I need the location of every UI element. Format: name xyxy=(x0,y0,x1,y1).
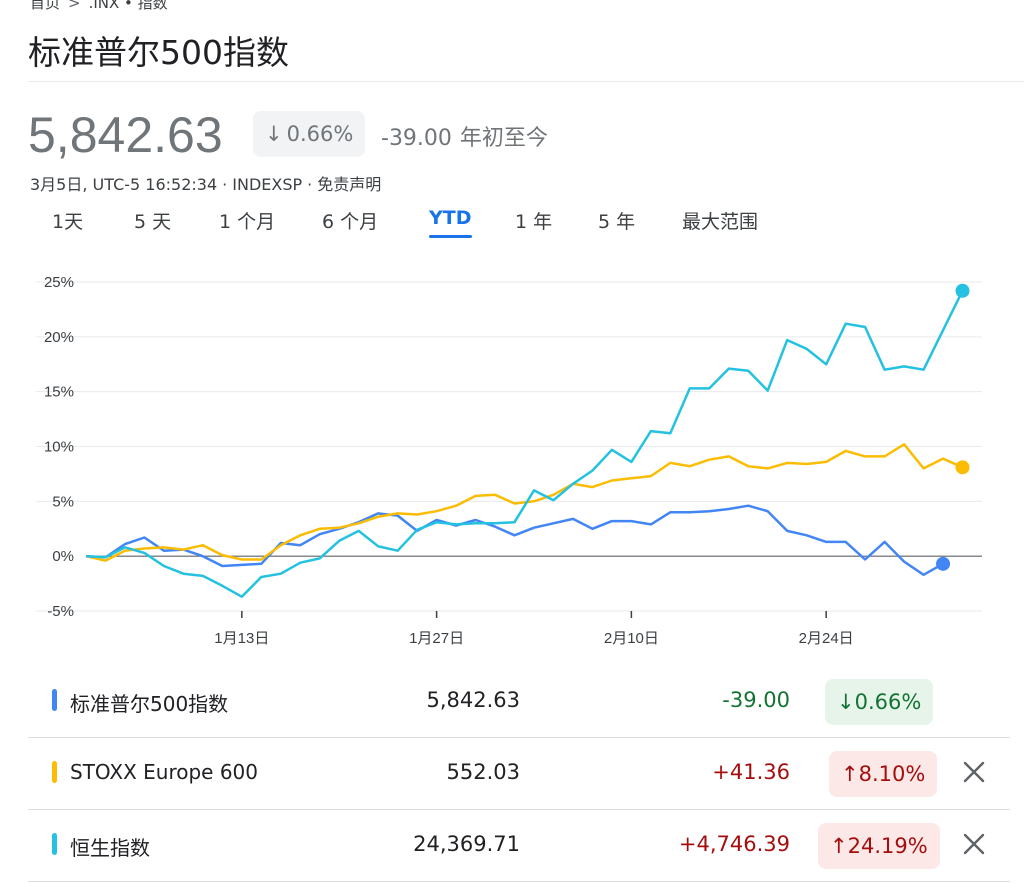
page-title: 标准普尔500指数 xyxy=(28,33,289,72)
series-endpoint xyxy=(936,556,951,571)
series-line-hsi xyxy=(85,290,964,598)
series-percent: 24.19% xyxy=(847,834,928,858)
series-percent-badge: ↑ 24.19% xyxy=(818,823,940,869)
tab-label: 最大范围 xyxy=(682,211,759,233)
tab-underline xyxy=(429,235,472,238)
close-icon[interactable] xyxy=(958,828,990,860)
tab-label: 1 年 xyxy=(515,211,553,233)
series-endpoint xyxy=(955,283,970,298)
quote-timestamp: 3月5日, UTC-5 16:52:34 xyxy=(30,175,218,194)
legend-row-hsi[interactable]: 恒生指数 24,369.71 +4,746.39 ↑ 24.19% xyxy=(28,810,1010,882)
breadcrumb: 首页 > .INX • 指数 xyxy=(30,0,168,13)
change-absolute: -39.00 xyxy=(381,126,452,151)
arrow-up-icon: ↑ xyxy=(830,834,848,858)
change-period: 年初至今 xyxy=(459,126,548,151)
series-swatch xyxy=(52,689,57,711)
series-swatch xyxy=(52,833,57,855)
close-icon[interactable] xyxy=(958,756,990,788)
tab-label: 5 年 xyxy=(598,211,636,233)
series-swatch xyxy=(52,761,57,783)
series-percent: 8.10% xyxy=(858,762,926,786)
tab-max[interactable]: 最大范围 xyxy=(682,207,758,234)
divider xyxy=(28,81,1024,82)
tab-label: YTD xyxy=(429,207,472,229)
tab-label: 5 天 xyxy=(134,211,172,233)
y-tick-label: 5% xyxy=(52,493,74,510)
comparison-chart[interactable]: -5% 0% 5% 10% 15% 20% 25% 1月13日 1月27日 2月10日 2月24日 xyxy=(0,262,1024,662)
series-value: 552.03 xyxy=(446,760,520,784)
breadcrumb-home[interactable]: 首页 xyxy=(30,0,61,12)
y-tick-label: -5% xyxy=(47,603,74,620)
change-summary: -39.00 年初至今 xyxy=(381,120,548,152)
series-percent-badge: ↓ 0.66% xyxy=(825,679,934,725)
arrow-down-icon: ↓ xyxy=(837,690,855,714)
tab-label: 1 个月 xyxy=(219,211,276,233)
tab-label: 6 个月 xyxy=(322,211,379,233)
series-line-stoxx xyxy=(85,443,964,562)
series-name: STOXX Europe 600 xyxy=(70,760,258,784)
arrow-up-icon: ↑ xyxy=(841,762,859,786)
quote-meta: 3月5日, UTC-5 16:52:34 · INDEXSP · 免责声明 xyxy=(30,171,381,195)
series-value: 5,842.63 xyxy=(426,688,520,712)
series-percent: 0.66% xyxy=(854,690,922,714)
series-value: 24,369.71 xyxy=(413,832,520,856)
meta-separator: · xyxy=(222,175,228,194)
series-name: 恒生指数 xyxy=(70,836,150,860)
series-percent-badge: ↑ 8.10% xyxy=(829,751,938,797)
chevron-right-icon: > xyxy=(68,0,81,12)
y-tick-label: 10% xyxy=(44,439,74,456)
x-tick-label: 2月10日 xyxy=(604,630,659,647)
series-change: -39.00 xyxy=(722,688,790,712)
breadcrumb-current[interactable]: .INX • 指数 xyxy=(88,0,168,12)
y-tick-label: 20% xyxy=(44,329,74,346)
y-tick-label: 0% xyxy=(52,548,74,565)
y-tick-label: 25% xyxy=(44,274,74,291)
x-tick-label: 2月24日 xyxy=(799,630,854,647)
tab-1-year[interactable]: 1 年 xyxy=(515,207,552,234)
tab-1-month[interactable]: 1 个月 xyxy=(219,207,275,234)
x-tick-label: 1月27日 xyxy=(409,630,464,647)
tab-5-year[interactable]: 5 年 xyxy=(598,207,635,234)
disclaimer-link[interactable]: 免责声明 xyxy=(317,175,382,194)
series-line-sp500 xyxy=(85,504,944,577)
change-percent-badge: ↓ 0.66% xyxy=(253,111,366,157)
current-price: 5,842.63 xyxy=(28,107,223,163)
x-tick-label: 1月13日 xyxy=(214,630,269,647)
series-endpoint xyxy=(955,460,970,475)
tab-ytd[interactable]: YTD xyxy=(429,207,472,238)
tab-1-day[interactable]: 1天 xyxy=(52,207,83,234)
tab-label: 1天 xyxy=(52,211,84,233)
y-tick-label: 15% xyxy=(44,384,74,401)
series-name: 标准普尔500指数 xyxy=(70,692,229,716)
exchange-name: INDEXSP xyxy=(232,175,303,194)
tab-6-month[interactable]: 6 个月 xyxy=(322,207,378,234)
legend-row-sp500[interactable]: 标准普尔500指数 5,842.63 -39.00 ↓ 0.66% xyxy=(28,666,1010,738)
legend-row-stoxx[interactable]: STOXX Europe 600 552.03 +41.36 ↑ 8.10% xyxy=(28,738,1010,810)
series-change: +4,746.39 xyxy=(678,832,790,856)
change-percent: 0.66% xyxy=(286,122,354,146)
tab-5-day[interactable]: 5 天 xyxy=(134,207,171,234)
arrow-down-icon: ↓ xyxy=(265,122,283,146)
meta-separator: · xyxy=(307,175,313,194)
series-change: +41.36 xyxy=(712,760,790,784)
